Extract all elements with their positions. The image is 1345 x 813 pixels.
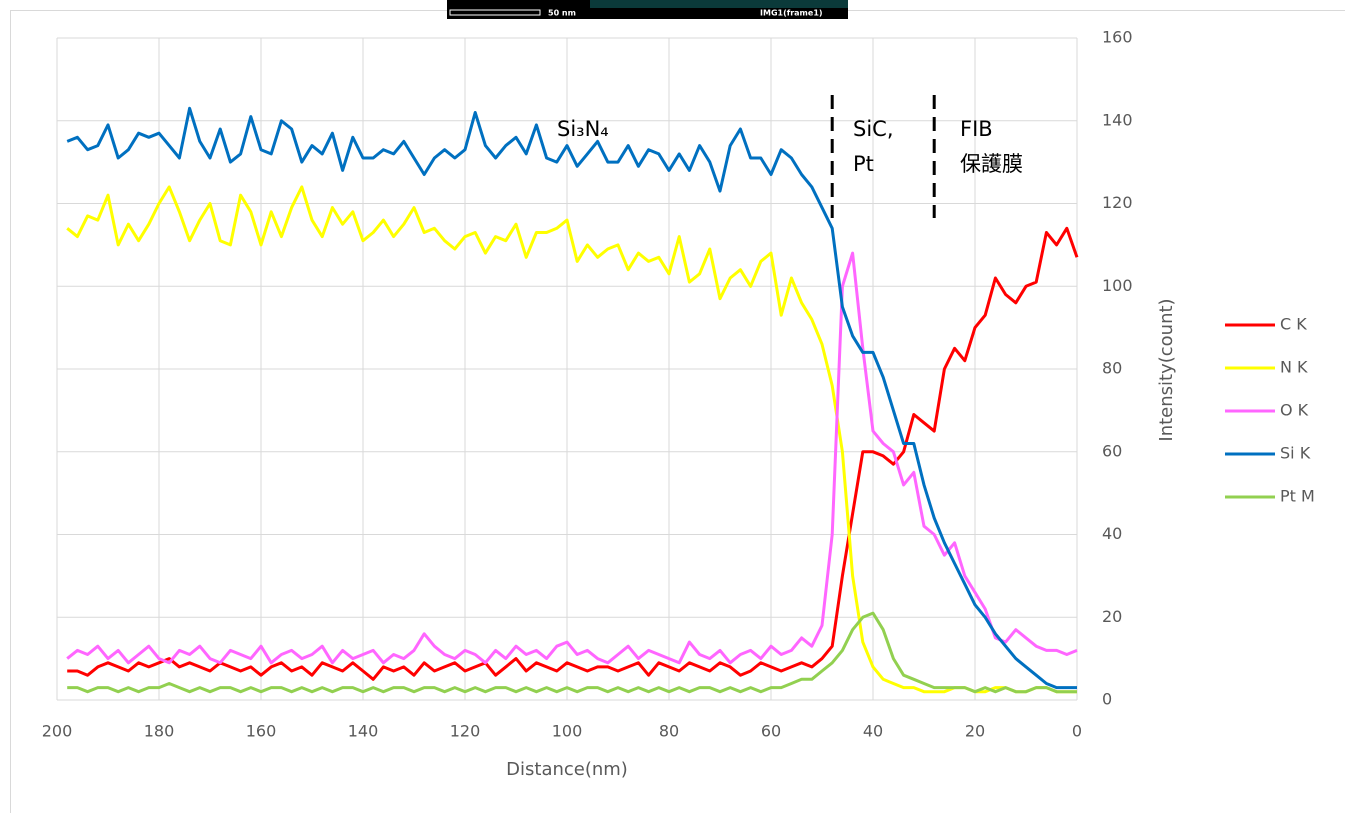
frame-label: IMG1(frame1) bbox=[760, 9, 823, 18]
series-line bbox=[67, 228, 1077, 679]
x-tick-label: 60 bbox=[761, 722, 781, 741]
legend-label: N K bbox=[1280, 358, 1308, 377]
annotation: Si₃N₄ bbox=[557, 117, 609, 141]
legend-label: Pt M bbox=[1280, 487, 1315, 506]
annotation: SiC, bbox=[853, 117, 894, 141]
legend-label: C K bbox=[1280, 315, 1307, 334]
x-tick-label: 20 bbox=[965, 722, 985, 741]
x-tick-label: 100 bbox=[552, 722, 583, 741]
y-tick-label: 80 bbox=[1102, 359, 1122, 378]
y-axis-label: Intensity(count) bbox=[1156, 298, 1177, 441]
legend-label: O K bbox=[1280, 401, 1309, 420]
annotation: FIB bbox=[960, 117, 993, 141]
annotation: Pt bbox=[853, 152, 874, 176]
y-tick-label: 60 bbox=[1102, 441, 1122, 460]
y-tick-label: 20 bbox=[1102, 607, 1122, 626]
series-line bbox=[67, 253, 1077, 663]
annotation: 保護膜 bbox=[960, 152, 1023, 176]
x-axis-label: Distance(nm) bbox=[506, 759, 628, 780]
image-strip-map bbox=[590, 0, 848, 8]
y-tick-label: 100 bbox=[1102, 276, 1133, 295]
y-tick-label: 120 bbox=[1102, 193, 1133, 212]
x-tick-label: 120 bbox=[450, 722, 481, 741]
page: 50 nm IMG1(frame1) Distance(nm) Intensit… bbox=[0, 0, 1345, 813]
y-tick-label: 0 bbox=[1102, 690, 1112, 709]
x-tick-label: 140 bbox=[348, 722, 379, 741]
x-tick-label: 80 bbox=[659, 722, 679, 741]
series-line bbox=[67, 613, 1077, 692]
chart: 50 nm IMG1(frame1) Distance(nm) Intensit… bbox=[0, 0, 1345, 813]
series-line bbox=[67, 187, 1077, 692]
legend-label: Si K bbox=[1280, 444, 1311, 463]
x-tick-label: 180 bbox=[144, 722, 175, 741]
y-tick-label: 140 bbox=[1102, 110, 1133, 129]
x-tick-label: 40 bbox=[863, 722, 883, 741]
x-tick-label: 160 bbox=[246, 722, 277, 741]
x-tick-label: 0 bbox=[1072, 722, 1082, 741]
y-tick-label: 160 bbox=[1102, 28, 1133, 47]
x-tick-label: 200 bbox=[42, 722, 73, 741]
y-tick-label: 40 bbox=[1102, 524, 1122, 543]
scale-label: 50 nm bbox=[548, 9, 576, 18]
series-line bbox=[67, 108, 1077, 687]
